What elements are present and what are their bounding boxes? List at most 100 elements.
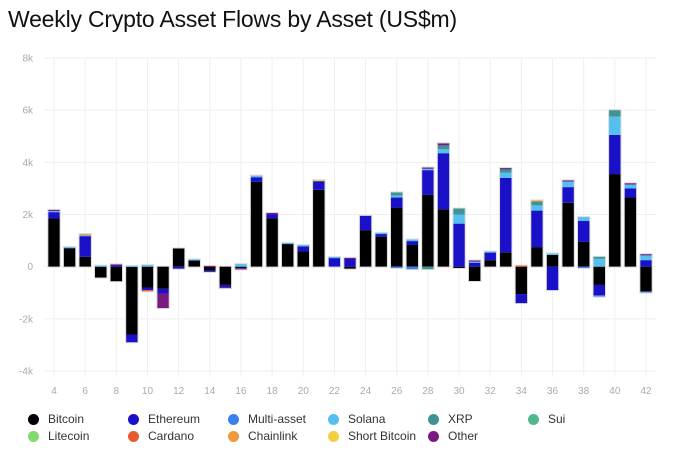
bar-segment-solana [48, 211, 60, 213]
bar-segment-bitcoin [157, 266, 169, 289]
legend-item-bitcoin[interactable]: Bitcoin [28, 412, 84, 426]
bar-week-15 [218, 265, 233, 290]
bar-segment-xrp [437, 145, 450, 150]
bar-week-42 [639, 253, 653, 294]
bar-outline [94, 264, 108, 279]
bar-segment-bitcoin [63, 247, 76, 267]
y-tick-label: -4k [19, 367, 34, 378]
x-tick-label: 28 [422, 386, 434, 397]
x-tick-label: 20 [298, 386, 310, 397]
x-tick-label: 40 [609, 386, 621, 397]
bar-outline [452, 207, 466, 269]
bar-week-33 [499, 167, 513, 268]
bar-outline [483, 250, 497, 268]
bar-segment-ethereum [126, 334, 138, 343]
x-tick-label: 16 [235, 386, 247, 397]
bar-segment-bitcoin [219, 266, 232, 285]
x-tick-label: 18 [267, 386, 279, 397]
legend-dot-icon [228, 413, 239, 425]
legend-item-other[interactable]: Other [428, 429, 478, 443]
bar-segment-other [562, 180, 574, 182]
legend-item-solana[interactable]: Solana [328, 412, 385, 426]
bar-segment-other [437, 143, 450, 146]
bar-week-11 [156, 265, 170, 310]
bar-segment-other [624, 183, 637, 185]
bar-week-32 [483, 250, 497, 268]
x-tick-label: 36 [547, 386, 559, 397]
bar-segment-ethereum [79, 235, 91, 257]
bar-segment-other [500, 168, 512, 170]
bar-segment-solana [79, 235, 91, 237]
bar-week-20 [296, 244, 310, 268]
bar-week-28 [421, 166, 435, 271]
bar-segment-bitcoin [640, 266, 652, 292]
bar-segment-bitcoin [141, 266, 154, 288]
bar-segment-ethereum [453, 223, 465, 267]
bar-segment-ethereum [328, 257, 341, 267]
legend-label: Ethereum [148, 412, 201, 426]
y-axis-ticks: -4k -2k 0 2k 4k 6k 8k [19, 54, 34, 378]
legend-dot-icon [328, 430, 339, 442]
bar-segment-multi-asset [390, 266, 403, 268]
bar-week-18 [265, 212, 279, 268]
bar-week-36 [545, 252, 560, 292]
bar-week-4 [47, 208, 61, 268]
bar-outline [467, 259, 482, 282]
bar-segment-ethereum [515, 294, 528, 304]
bar-segment-ethereum [624, 188, 637, 198]
bar-segment-solana [188, 259, 200, 261]
legend-label: Chainlink [248, 429, 298, 443]
bar-week-31 [467, 259, 482, 282]
bar-segment-solana [422, 168, 434, 171]
bar-segment-ethereum [437, 153, 450, 210]
bar-outline [109, 263, 123, 283]
bar-segment-xrp [453, 208, 465, 215]
legend-item-short-bitcoin[interactable]: Short Bitcoin [328, 429, 416, 443]
bar-week-17 [249, 174, 264, 268]
bar-outline [343, 256, 357, 270]
bar-segment-bitcoin [344, 266, 356, 269]
bar-segment-ethereum [500, 177, 512, 253]
x-tick-label: 38 [578, 386, 590, 397]
legend-item-cardano[interactable]: Cardano [128, 429, 194, 443]
legend-item-ethereum[interactable]: Ethereum [128, 412, 200, 426]
bar-segment-ethereum [562, 187, 574, 203]
x-tick-label: 22 [329, 386, 341, 397]
bar-segment-bitcoin [188, 260, 200, 267]
bar-segment-bitcoin [266, 218, 278, 267]
bar-segment-bitcoin [204, 266, 216, 271]
legend-dot-icon [28, 413, 39, 425]
bar-segment-solana [328, 257, 341, 259]
bar-week-22 [327, 256, 342, 268]
legend-label: Cardano [148, 429, 195, 443]
bar-segment-solana [593, 258, 606, 267]
bar-segment-ethereum [640, 260, 652, 267]
bar-segment-bitcoin [437, 209, 450, 267]
legend-dot-icon [528, 413, 539, 425]
bar-segment-cardano [141, 290, 154, 292]
bar-segment-ethereum [422, 170, 434, 195]
legend-item-multi-asset[interactable]: Multi-asset [228, 412, 306, 426]
bar-outline [514, 264, 529, 305]
x-tick-label: 10 [142, 386, 154, 397]
legend-label: Short Bitcoin [348, 429, 417, 443]
bar-week-39 [592, 255, 606, 298]
legend-item-sui[interactable]: Sui [528, 412, 565, 426]
bar-segment-ethereum [531, 210, 543, 248]
bar-segment-ethereum [110, 265, 123, 267]
bar-segment-ethereum [577, 221, 590, 242]
legend-item-xrp[interactable]: XRP [428, 412, 473, 426]
bar-segment-bitcoin [359, 230, 372, 267]
legend-label: Litecoin [48, 429, 90, 443]
legend-item-litecoin[interactable]: Litecoin [28, 429, 89, 443]
legend-dot-icon [428, 413, 439, 425]
legend-dot-icon [428, 430, 439, 442]
bar-segment-bitcoin [172, 248, 185, 267]
bar-segment-cardano [515, 265, 528, 267]
bar-segment-multi-asset [577, 266, 590, 268]
bar-outline [62, 246, 77, 268]
y-tick-label: 6k [22, 106, 34, 117]
bar-segment-solana [546, 253, 559, 255]
bar-week-6 [78, 233, 92, 268]
legend-item-chainlink[interactable]: Chainlink [228, 429, 297, 443]
